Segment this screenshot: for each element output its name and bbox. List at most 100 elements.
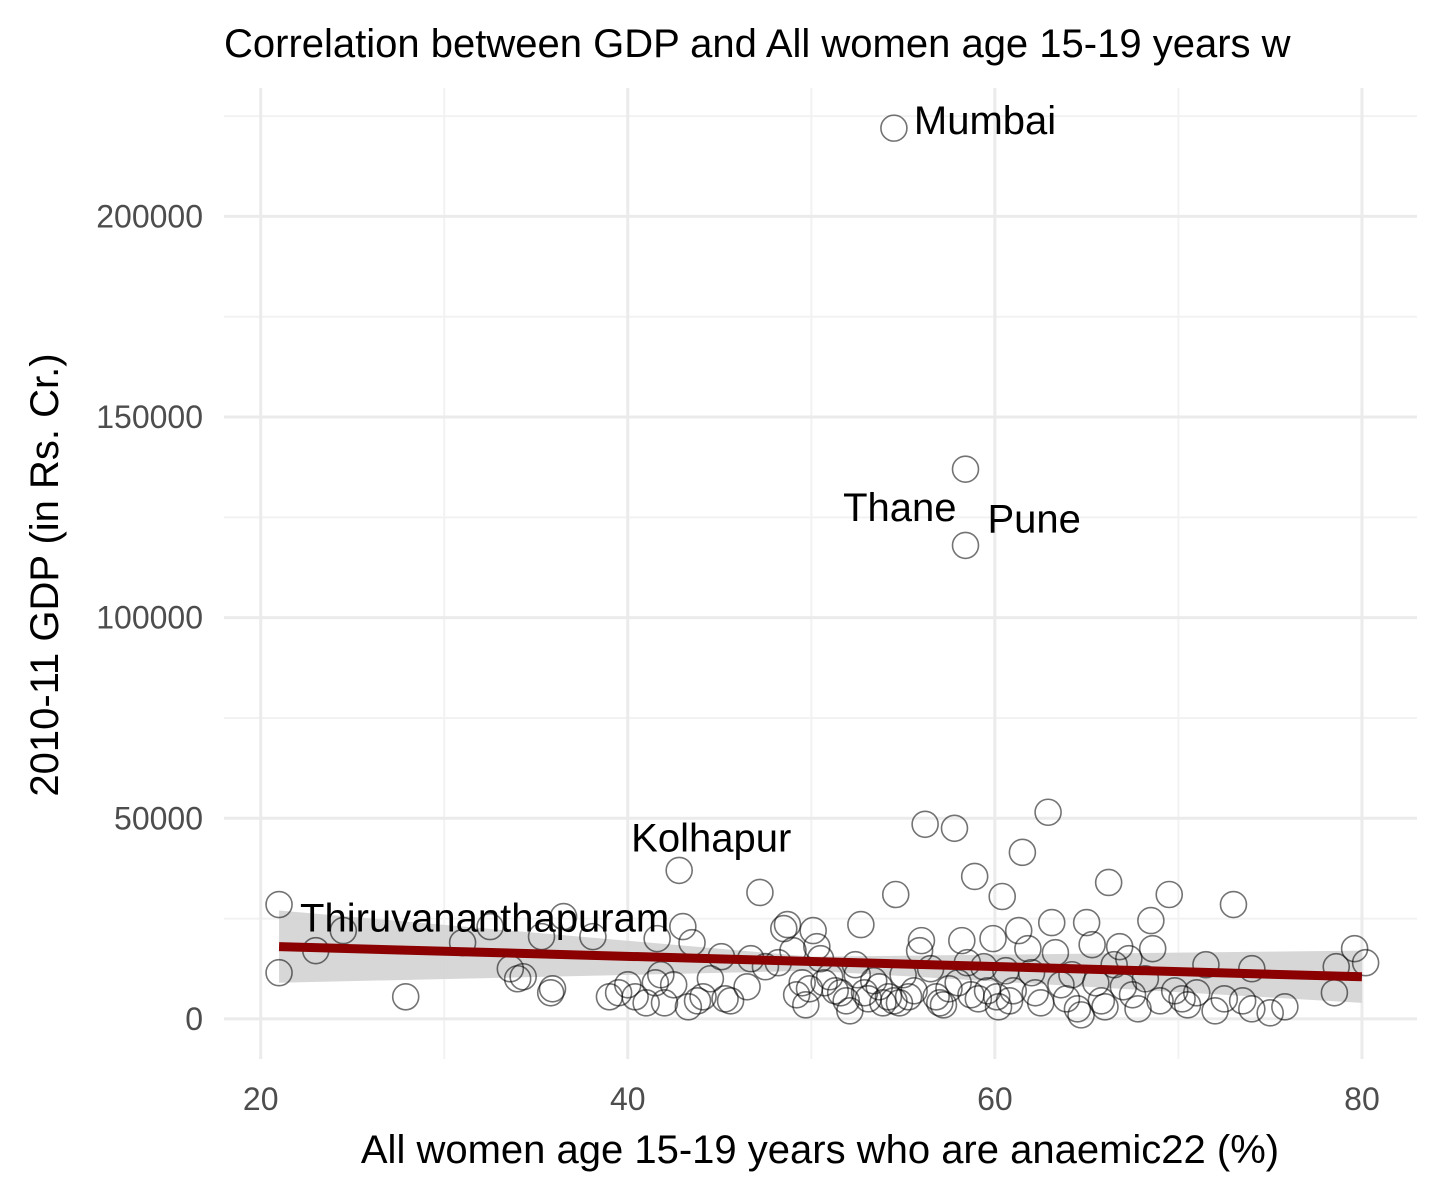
data-point	[881, 880, 910, 909]
data-point	[696, 964, 725, 993]
data-point	[911, 810, 939, 839]
data-point	[940, 814, 969, 843]
point-label: Thiruvananthapuram	[300, 897, 669, 941]
data-point	[1091, 993, 1119, 1021]
data-point	[1131, 964, 1160, 993]
data-point	[826, 978, 855, 1007]
data-point	[746, 878, 774, 907]
data-point	[265, 890, 293, 919]
minor-gridlines	[224, 88, 1417, 1059]
data-point	[751, 952, 780, 981]
y-tick-label: 50000	[114, 800, 203, 836]
data-point	[1238, 954, 1266, 983]
x-tick-label: 80	[1344, 1081, 1380, 1117]
data-point	[1182, 978, 1211, 1007]
data-point	[1192, 950, 1220, 979]
data-point	[665, 856, 693, 885]
data-point	[1238, 995, 1266, 1023]
data-point	[925, 989, 954, 1017]
data-point	[689, 983, 717, 1011]
data-point	[964, 985, 993, 1013]
data-point	[476, 912, 504, 941]
data-point	[604, 978, 633, 1007]
data-point	[1340, 934, 1369, 963]
data-point	[733, 972, 761, 1001]
point-label: Mumbai	[914, 99, 1056, 143]
data-point	[549, 902, 578, 931]
data-point	[948, 926, 976, 955]
data-point	[1155, 880, 1184, 909]
data-point	[391, 983, 420, 1011]
data-point	[1087, 987, 1116, 1015]
y-tick-label: 200000	[96, 198, 203, 234]
data-point	[674, 993, 703, 1021]
y-axis-tick-labels: 0 50000 100000 150000 200000	[96, 198, 203, 1036]
data-point	[650, 989, 679, 1017]
data-point	[788, 968, 816, 997]
data-point	[847, 910, 875, 939]
data-point	[1004, 916, 1033, 945]
data-point	[1351, 948, 1380, 977]
data-point	[1146, 987, 1174, 1015]
data-point	[683, 987, 712, 1015]
data-point	[799, 916, 827, 945]
data-point	[1210, 985, 1239, 1013]
data-point	[885, 989, 914, 1017]
point-label: Thane	[843, 486, 956, 530]
data-point	[773, 910, 802, 939]
data-point	[982, 983, 1011, 1011]
data-point	[1078, 930, 1106, 959]
data-point	[265, 958, 293, 987]
data-point	[579, 922, 607, 951]
data-point	[632, 989, 660, 1017]
confidence-band-layer	[279, 910, 1362, 1003]
data-point	[865, 972, 894, 1001]
data-point	[538, 974, 567, 1003]
data-point	[1094, 868, 1123, 897]
y-tick-label: 0	[185, 1001, 203, 1037]
data-point	[1014, 934, 1042, 963]
x-tick-label: 60	[977, 1081, 1013, 1117]
chart-title: Correlation between GDP and All women ag…	[224, 22, 1291, 66]
data-point	[1137, 906, 1165, 935]
major-gridlines	[224, 88, 1417, 1059]
data-point	[1052, 985, 1081, 1013]
point-label: Pune	[987, 497, 1080, 541]
data-point	[1271, 993, 1299, 1021]
data-point	[669, 912, 697, 941]
x-axis-tick-labels: 20 40 60 80	[243, 1081, 1380, 1117]
data-point	[1067, 1001, 1095, 1029]
data-point	[960, 862, 989, 891]
data-point	[1168, 985, 1196, 1013]
data-point	[935, 974, 963, 1003]
trend-line-layer	[278, 942, 1363, 982]
data-point	[1037, 908, 1066, 937]
confidence-band	[279, 910, 1362, 1003]
data-point	[1228, 987, 1257, 1015]
data-point	[951, 531, 980, 560]
data-point	[716, 987, 745, 1015]
point-labels: Mumbai Thane Pune Kolhapur Thiruvananthapura…	[300, 99, 1081, 940]
data-point	[536, 978, 565, 1007]
data-point	[1008, 838, 1037, 867]
x-tick-label: 40	[610, 1081, 646, 1117]
data-point	[951, 455, 980, 483]
data-point	[792, 991, 820, 1019]
y-tick-label: 150000	[96, 399, 203, 435]
x-tick-label: 20	[243, 1081, 279, 1117]
trend-line	[278, 942, 1363, 982]
y-tick-label: 100000	[96, 600, 203, 636]
data-point	[1026, 989, 1055, 1017]
data-point	[1138, 934, 1167, 963]
data-point	[880, 114, 908, 142]
data-point	[869, 989, 897, 1017]
data-point	[509, 962, 537, 991]
data-point	[979, 924, 1007, 953]
data-point	[1017, 958, 1046, 987]
data-point	[894, 983, 923, 1011]
data-point	[810, 968, 838, 997]
data-point	[659, 970, 688, 999]
data-point	[929, 991, 958, 1019]
point-label: Kolhapur	[631, 816, 791, 860]
